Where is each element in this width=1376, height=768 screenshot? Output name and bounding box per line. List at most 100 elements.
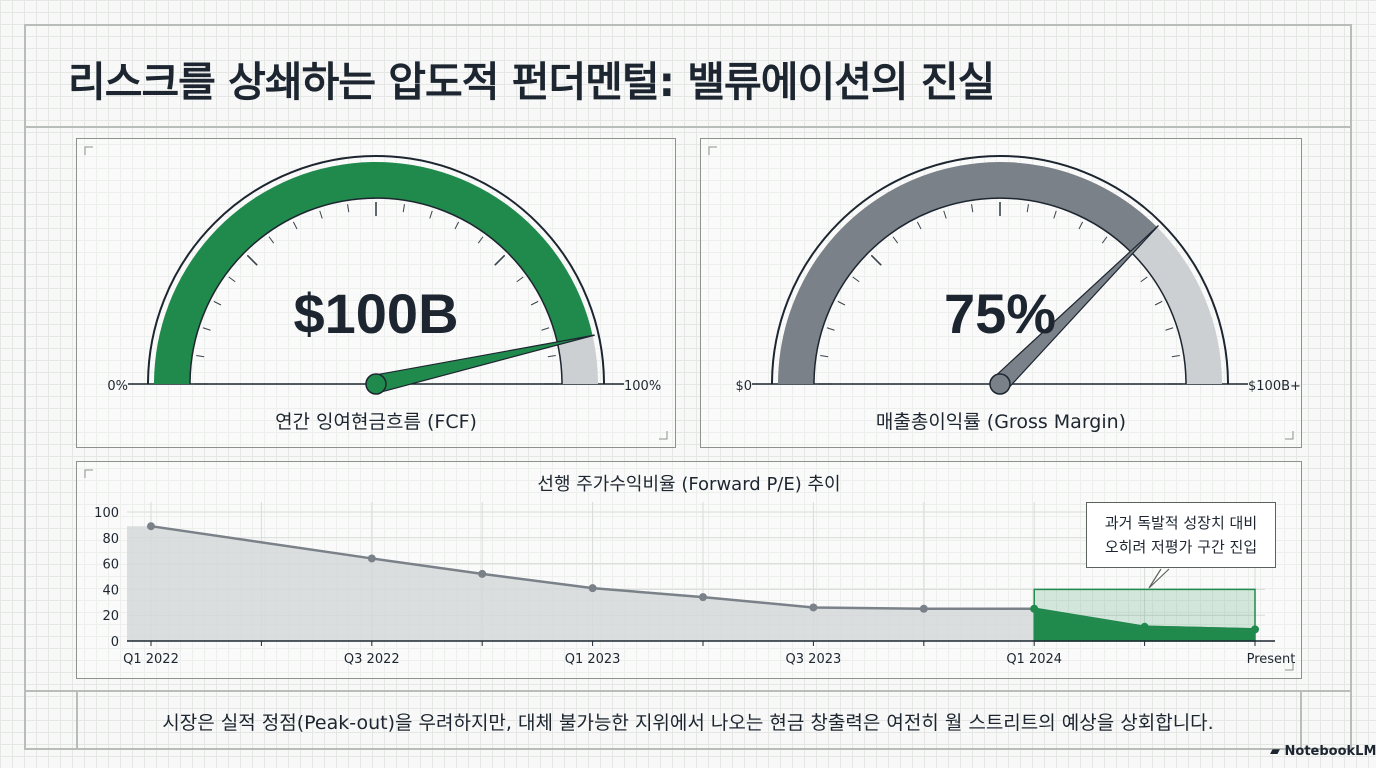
fcf-gauge-tick [541, 327, 550, 331]
notebook-icon: ▰ [1270, 744, 1285, 759]
x-tick-label: Q3 2023 [786, 652, 842, 667]
annotation-line-1: 과거 독발적 성장치 대비 [1104, 514, 1258, 532]
y-tick-label: 20 [102, 609, 119, 624]
fcf-gauge-remaining-arc [557, 335, 598, 384]
fcf-gauge-tick [429, 210, 433, 219]
gross-margin-gauge-max-label: $100B+ [1248, 379, 1301, 394]
frame-top-line [24, 24, 1351, 26]
pe-data-point [478, 569, 487, 578]
gross-margin-gauge-tick [1101, 236, 1108, 244]
highlight-area-fill [1034, 608, 1255, 641]
gross-margin-gauge-tick [916, 221, 922, 230]
fcf-gauge-caption: 연간 잉여현금흐름 (FCF) [275, 411, 477, 433]
pe-chart-panel: 선행 주가수익비율 (Forward P/E) 추이 0 20 40 60 80 100 Q1… [76, 461, 1302, 679]
gross-margin-gauge-outer-rim [771, 155, 1229, 385]
y-tick-label: 60 [102, 558, 119, 573]
gross-margin-gauge-tick [826, 327, 835, 331]
fcf-gauge-tick [319, 210, 323, 219]
header-divider [24, 126, 1351, 128]
pe-trend-chart: 선행 주가수익비율 (Forward P/E) 추이 0 20 40 60 80 100 Q1… [84, 469, 1296, 671]
gross-margin-gauge-remaining-arc [1131, 227, 1222, 384]
pe-data-point [1030, 604, 1039, 613]
fcf-gauge-tick [454, 221, 460, 230]
pe-data-point [699, 593, 707, 602]
gross-margin-gauge-min-label: $0 [735, 379, 752, 394]
footer-left-line [76, 690, 78, 748]
pe-chart-corner-mark-br [1285, 662, 1294, 671]
x-tick-label: Q3 2022 [344, 652, 400, 667]
fcf-gauge-tick [402, 204, 405, 213]
pe-data-point [147, 522, 155, 531]
annotation-line-2: 오히려 저평가 구간 진입 [1104, 538, 1258, 556]
pe-data-point [588, 584, 597, 593]
y-tick-label: 80 [102, 532, 119, 547]
gross-margin-gauge-corner-mark-br [1285, 431, 1294, 440]
gross-margin-gauge-caption: 매출총이익률 (Gross Margin) [875, 411, 1127, 433]
gross-margin-gauge-tick [837, 300, 846, 306]
gross-margin-gauge-tick [852, 276, 860, 283]
gross-margin-gauge-panel: 75% $0 $100B+ 매출총이익률 (Gross Margin) [700, 138, 1302, 448]
gross-margin-gauge-tick [971, 204, 974, 213]
y-tick-label: 0 [111, 635, 119, 650]
chart-title: 선행 주가수익비율 (Forward P/E) 추이 [537, 474, 840, 495]
fcf-gauge-min-label: 0% [107, 379, 128, 394]
fcf-gauge-tick [494, 254, 506, 266]
x-tick-label: Q1 2023 [565, 652, 621, 667]
fcf-gauge-inner-rim [189, 197, 563, 385]
gross-margin-gauge: 75% $0 $100B+ [708, 146, 1301, 440]
fcf-gauge-tick [268, 236, 275, 244]
fcf-gauge-fill-arc [154, 161, 593, 384]
fcf-gauge-corner-mark-tl [84, 146, 93, 155]
annotation-callout: 과거 독발적 성장치 대비 오히려 저평가 구간 진입 [1086, 502, 1276, 568]
gross-margin-gauge-needle-hub [989, 373, 1011, 395]
fcf-gauge-panel: $100B 0% 100% 연간 잉여현금흐름 (FCF) [76, 138, 676, 448]
gross-margin-gauge-inner-rim [813, 197, 1187, 385]
gross-margin-gauge-tick [943, 210, 947, 219]
fcf-gauge-tick [202, 327, 211, 331]
gross-margin-gauge-tick [1053, 210, 1057, 219]
gross-margin-gauge-fill-arc [778, 161, 1157, 384]
fcf-gauge-tick [213, 300, 222, 306]
footer-divider [24, 690, 1351, 692]
gross-margin-gauge-tick [892, 236, 899, 244]
fcf-gauge-tick [477, 236, 484, 244]
fcf-gauge-corner-mark-br [659, 431, 668, 440]
brand-label: ▰ NotebookLM [1270, 744, 1376, 759]
pe-data-point [367, 554, 376, 563]
fcf-gauge-tick [228, 276, 236, 283]
pe-data-point [1140, 622, 1149, 631]
frame-right-line [1350, 24, 1352, 749]
gross-margin-gauge-tick [1165, 327, 1174, 331]
gross-margin-gauge-tick [1026, 204, 1029, 213]
gross-margin-gauge-tick [1140, 276, 1148, 283]
pe-chart-corner-mark-tl [84, 469, 93, 478]
fcf-gauge-tick [292, 221, 298, 230]
fcf-gauge-needle-hub [365, 373, 387, 395]
gross-margin-gauge-tick [1154, 300, 1163, 306]
gross-margin-gauge-tick [1171, 355, 1180, 358]
footer-message: 시장은 실적 정점(Peak-out)을 우려하지만, 대체 불가능한 지위에서… [162, 712, 1214, 734]
fcf-gauge: $100B 0% 100% [84, 146, 668, 440]
pe-data-point [1251, 625, 1259, 634]
y-tick-label: 40 [102, 583, 119, 598]
fcf-gauge-value: $100B [293, 282, 458, 345]
page-title: 리스크를 상쇄하는 압도적 펀더멘털: 밸류에이션의 진실 [68, 58, 995, 106]
x-tick-label: Present [1247, 652, 1296, 667]
fcf-gauge-tick [547, 355, 556, 358]
fcf-gauge-tick [196, 355, 205, 358]
fcf-gauge-tick [516, 276, 524, 283]
gross-margin-gauge-corner-mark-tl [708, 146, 717, 155]
brand-name: NotebookLM [1284, 744, 1376, 759]
fcf-gauge-max-label: 100% [624, 379, 661, 394]
gross-margin-gauge-tick [870, 254, 882, 266]
frame-bottom-line [24, 748, 1351, 750]
gross-margin-gauge-tick [820, 355, 829, 358]
pe-area-fill [127, 526, 1255, 641]
frame-left-line [24, 24, 26, 749]
annotation-pointer [1148, 568, 1170, 589]
gross-margin-gauge-value: 75% [944, 282, 1056, 345]
pe-data-point [919, 604, 928, 613]
x-tick-label: Q1 2024 [1006, 652, 1062, 667]
x-tick-label: Q1 2022 [123, 652, 179, 667]
fcf-gauge-tick [246, 254, 258, 266]
